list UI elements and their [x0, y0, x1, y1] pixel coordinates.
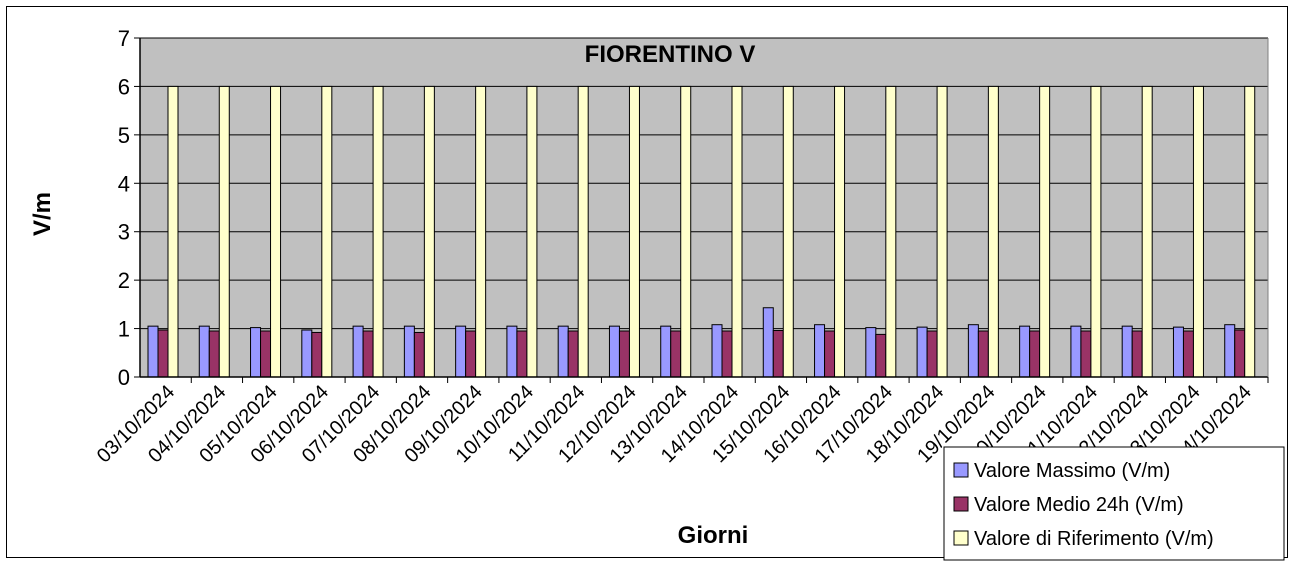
bar-3 [680, 85, 692, 378]
legend-swatch [953, 496, 969, 512]
bar-3 [834, 85, 846, 378]
bar-1 [352, 325, 364, 378]
bar-3 [1039, 85, 1051, 378]
legend-entry: Valore Medio 24h (V/m) [974, 494, 1184, 516]
y-tick-label: 3 [118, 220, 130, 245]
bar-3 [987, 85, 999, 378]
bar-1 [1224, 324, 1236, 378]
bar-2 [875, 333, 887, 378]
bar-2 [670, 330, 682, 378]
bar-2 [618, 330, 630, 378]
bar-2 [516, 330, 528, 378]
bar-2 [977, 330, 989, 378]
bar-2 [208, 330, 220, 378]
bar-1 [557, 325, 569, 378]
bar-1 [916, 326, 928, 378]
y-tick-label: 1 [118, 317, 130, 342]
bar-2 [772, 330, 784, 378]
legend-swatch [953, 462, 969, 478]
bar-2 [824, 330, 836, 378]
bar-2 [362, 330, 374, 378]
y-tick-label: 0 [118, 365, 130, 390]
bar-3 [475, 85, 487, 378]
bar-3 [1090, 85, 1102, 378]
bar-1 [1019, 325, 1031, 378]
bar-1 [1070, 325, 1082, 378]
bar-1 [762, 307, 774, 378]
y-tick-label: 2 [118, 268, 130, 293]
bar-1 [608, 325, 620, 378]
bar-1 [865, 327, 877, 378]
bar-1 [198, 325, 210, 378]
bar-1 [301, 329, 313, 378]
x-axis-label: Giorni [678, 522, 749, 549]
bar-1 [506, 325, 518, 378]
bar-1 [250, 327, 262, 378]
bar-3 [1141, 85, 1153, 378]
bar-2 [311, 331, 323, 378]
bar-2 [1080, 330, 1092, 378]
bar-1 [403, 325, 415, 378]
bar-2 [157, 329, 169, 378]
bar-1 [814, 324, 826, 378]
y-tick-label: 5 [118, 123, 130, 148]
bar-2 [1029, 330, 1041, 378]
bar-1 [660, 325, 672, 378]
bar-3 [1192, 85, 1204, 378]
bar-3 [218, 85, 230, 378]
y-tick-label: 7 [118, 26, 130, 51]
chart-title: FIORENTINO V [585, 41, 756, 68]
y-axis-label: V/m [29, 192, 56, 236]
y-tick-label: 4 [118, 171, 130, 196]
bar-2 [1234, 329, 1246, 378]
legend-swatch [953, 530, 969, 546]
bar-3 [526, 85, 538, 378]
bar-3 [167, 85, 179, 378]
legend: Valore Massimo (V/m) Valore Medio 24h (V/… [943, 446, 1285, 561]
bar-2 [1131, 330, 1143, 378]
legend-entry: Valore Massimo (V/m) [974, 460, 1170, 482]
bar-2 [413, 331, 425, 378]
bar-1 [147, 325, 159, 378]
bar-2 [260, 330, 272, 378]
bar-3 [936, 85, 948, 378]
y-tick-label: 6 [118, 74, 130, 99]
bar-1 [1172, 326, 1184, 378]
legend-entry: Valore di Riferimento (V/m) [974, 528, 1214, 550]
bar-3 [270, 85, 282, 378]
bar-3 [782, 85, 794, 378]
bar-2 [721, 330, 733, 378]
bar-3 [1244, 85, 1256, 378]
bar-1 [1121, 325, 1133, 378]
bar-3 [577, 85, 589, 378]
bar-3 [885, 85, 897, 378]
bar-3 [423, 85, 435, 378]
bar-3 [731, 85, 743, 378]
bar-3 [321, 85, 333, 378]
legend-box [943, 446, 1285, 561]
bar-2 [465, 330, 477, 378]
bar-1 [967, 324, 979, 378]
bar-2 [926, 330, 938, 378]
bar-1 [455, 325, 467, 378]
y-tick-labels: 0 1 2 3 4 5 6 7 [118, 26, 130, 390]
axes [139, 38, 1269, 383]
bar-3 [372, 85, 384, 378]
bar-3 [628, 85, 640, 378]
bar-1 [711, 324, 723, 378]
bar-2 [567, 330, 579, 378]
bar-2 [1182, 330, 1194, 378]
bars [147, 85, 1256, 378]
